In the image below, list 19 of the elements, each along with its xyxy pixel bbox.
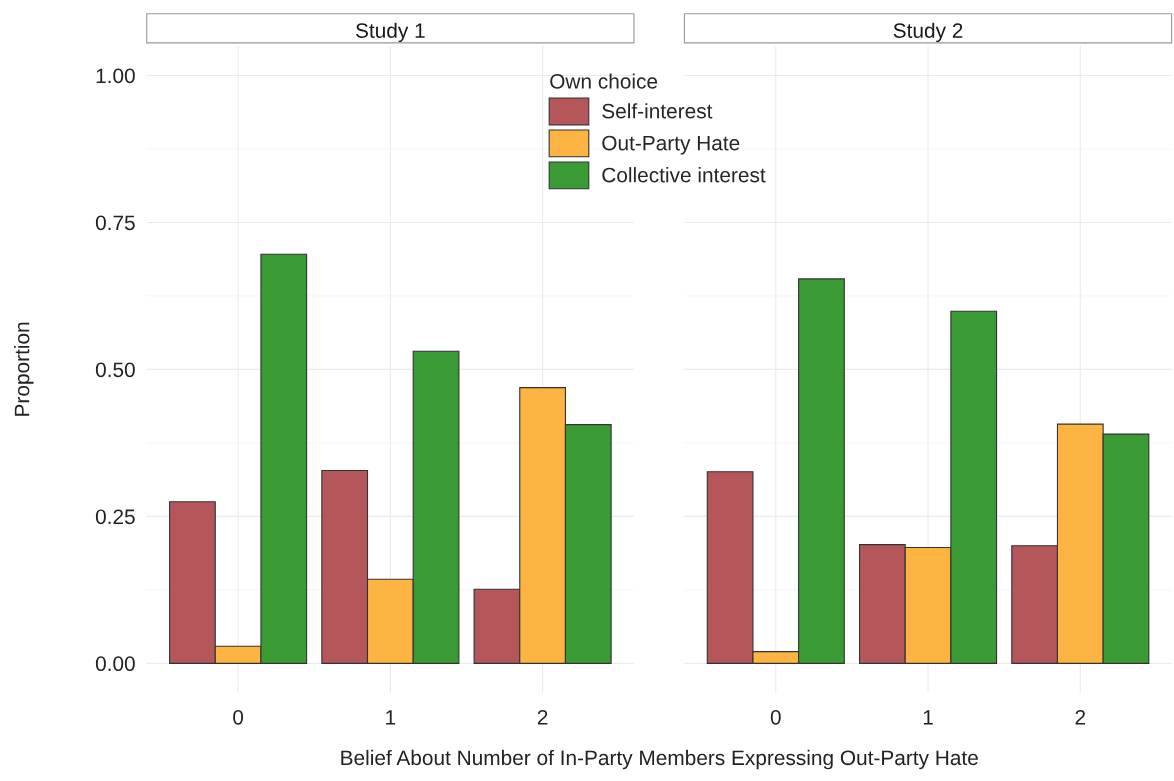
y-tick-label: 0.75 [95, 215, 135, 231]
x-axis-title: Belief About Number of In-Party Members Expressing Out-Party Hate [341, 749, 978, 770]
x-tick-label: 1 [923, 710, 933, 725]
x-tick-label: 2 [1075, 709, 1086, 725]
y-tick-label: 0.50 [95, 362, 135, 378]
chart-title: Study 2 [893, 22, 963, 43]
y-tick-label: 0.25 [95, 509, 135, 525]
legend-label: Collective interest [602, 167, 766, 183]
x-tick-label: 0 [770, 709, 781, 725]
legend-label: Out-Party Hate [602, 135, 740, 155]
chart-title: Study 1 [355, 22, 425, 43]
x-tick-label: 2 [537, 709, 548, 725]
x-tick-label: 1 [386, 710, 396, 725]
y-tick-label: 0.00 [95, 656, 135, 672]
y-tick-label: 1.00 [96, 68, 135, 84]
legend-title: Own choice [550, 73, 658, 89]
legend-label: Self-interest [602, 103, 713, 119]
y-axis-title: Proportion [14, 322, 34, 416]
x-tick-label: 0 [233, 709, 244, 725]
